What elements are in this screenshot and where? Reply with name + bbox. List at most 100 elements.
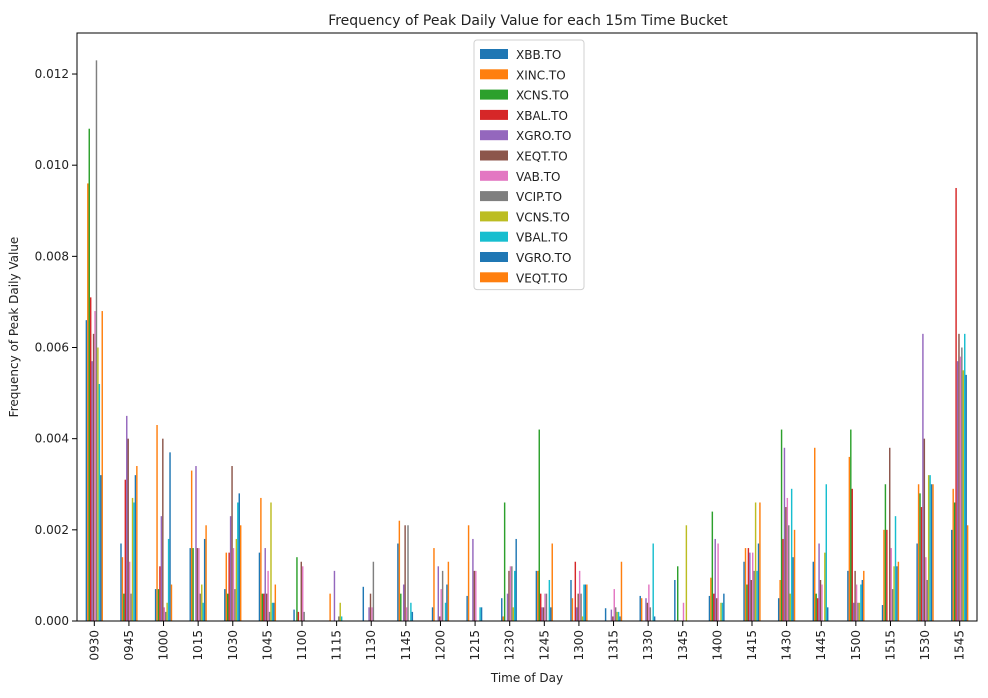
bar bbox=[402, 584, 405, 621]
legend-label: VCNS.TO bbox=[516, 210, 570, 224]
bar bbox=[551, 543, 553, 621]
bar bbox=[437, 566, 440, 621]
bar bbox=[792, 557, 794, 621]
bar bbox=[503, 502, 506, 621]
bar bbox=[362, 586, 365, 621]
bar bbox=[788, 525, 790, 621]
bar bbox=[133, 502, 135, 621]
bar bbox=[398, 520, 401, 621]
x-tick-label: 1515 bbox=[883, 630, 897, 661]
bar bbox=[224, 589, 226, 621]
bar bbox=[956, 361, 959, 621]
legend-swatch bbox=[480, 150, 508, 161]
bar bbox=[199, 593, 202, 621]
bar bbox=[472, 538, 474, 621]
x-axis: 0930 0945 1000 1015 1030 1045 1100 1115 1130 1145… bbox=[87, 621, 967, 661]
bar bbox=[860, 584, 862, 621]
bar bbox=[613, 589, 615, 621]
bar bbox=[501, 598, 503, 621]
bar bbox=[167, 538, 170, 621]
bar bbox=[580, 593, 582, 621]
bar bbox=[714, 538, 716, 621]
bar bbox=[919, 493, 921, 621]
bar bbox=[160, 516, 163, 621]
bar bbox=[92, 333, 95, 621]
bar bbox=[411, 611, 414, 621]
bar bbox=[965, 374, 967, 621]
legend-swatch bbox=[480, 191, 508, 202]
bar bbox=[930, 484, 933, 621]
bar bbox=[750, 579, 752, 621]
bar bbox=[439, 616, 441, 621]
bar bbox=[886, 529, 888, 621]
legend-swatch bbox=[480, 252, 508, 262]
bar bbox=[925, 557, 927, 621]
bar bbox=[446, 584, 448, 621]
bar bbox=[717, 543, 719, 621]
bar bbox=[574, 561, 577, 621]
bar bbox=[922, 333, 924, 621]
bar bbox=[270, 502, 272, 621]
bar bbox=[640, 598, 643, 621]
bar bbox=[790, 488, 793, 621]
bar bbox=[296, 557, 298, 621]
bar bbox=[159, 566, 161, 621]
bar bbox=[964, 333, 966, 621]
bar bbox=[850, 429, 852, 621]
x-tick-label: 1400 bbox=[710, 630, 724, 661]
y-tick-label: 0.012 bbox=[35, 67, 69, 81]
x-tick-label: 1500 bbox=[849, 630, 863, 661]
bar bbox=[723, 593, 725, 621]
bar bbox=[410, 602, 412, 621]
bar bbox=[196, 548, 199, 621]
bar bbox=[544, 593, 546, 621]
bar bbox=[883, 529, 885, 621]
bar bbox=[97, 347, 99, 621]
bar bbox=[88, 128, 90, 621]
bar bbox=[120, 543, 122, 621]
bar bbox=[814, 447, 816, 621]
bar bbox=[506, 593, 509, 621]
bar bbox=[157, 589, 160, 621]
bar bbox=[263, 593, 265, 621]
bar bbox=[202, 602, 204, 621]
bar bbox=[932, 484, 934, 621]
bar bbox=[98, 383, 101, 621]
chart-title: Frequency of Peak Daily Value for each 1… bbox=[328, 13, 728, 29]
bar bbox=[297, 611, 300, 621]
bar bbox=[884, 484, 887, 621]
bar bbox=[302, 566, 304, 621]
bar bbox=[858, 602, 861, 621]
bar bbox=[584, 584, 587, 621]
y-axis: 0.000 0.002 0.004 0.006 0.008 0.010 0.012 bbox=[35, 67, 77, 628]
bar bbox=[586, 584, 588, 621]
bar bbox=[927, 475, 930, 621]
x-tick-label: 1330 bbox=[641, 630, 655, 661]
bar bbox=[170, 584, 173, 621]
bar bbox=[576, 607, 578, 621]
x-tick-label: 1000 bbox=[157, 630, 171, 661]
x-tick-label: 1315 bbox=[607, 630, 621, 661]
bar bbox=[620, 561, 623, 621]
x-tick-label: 0930 bbox=[87, 630, 101, 661]
legend-swatch bbox=[480, 109, 508, 120]
bar bbox=[123, 593, 125, 621]
bar bbox=[407, 525, 409, 621]
bar bbox=[369, 593, 372, 621]
bar bbox=[614, 607, 617, 621]
bar bbox=[952, 488, 954, 621]
bar bbox=[89, 297, 92, 621]
bar bbox=[753, 570, 755, 621]
bar bbox=[537, 570, 539, 621]
x-tick-label: 1230 bbox=[503, 630, 517, 661]
legend-swatch bbox=[480, 49, 508, 59]
bar bbox=[646, 602, 649, 621]
bar bbox=[847, 570, 849, 621]
x-tick-label: 1145 bbox=[399, 630, 413, 661]
bar bbox=[268, 611, 271, 621]
bar bbox=[267, 570, 269, 621]
bar bbox=[400, 593, 402, 621]
bar bbox=[744, 548, 747, 621]
bar bbox=[848, 456, 851, 621]
bar bbox=[339, 602, 341, 621]
